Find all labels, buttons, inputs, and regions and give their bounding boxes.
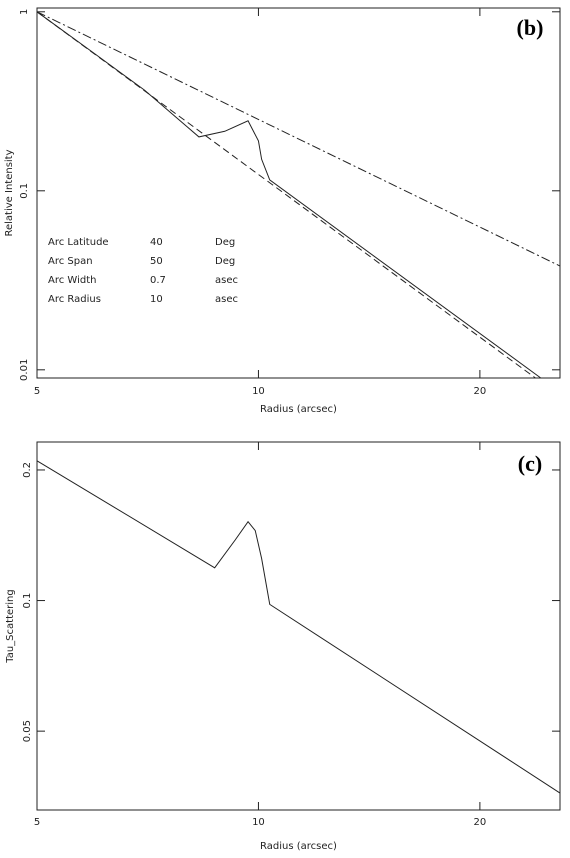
y-axis-title: Relative Intensity bbox=[4, 149, 15, 236]
x-tick-label: 5 bbox=[34, 386, 40, 397]
annotation: 0.7 bbox=[150, 275, 166, 286]
y-tick-label: 0.1 bbox=[22, 593, 33, 609]
y-tick-label: 0.2 bbox=[22, 462, 33, 478]
annotation: Deg bbox=[215, 256, 235, 267]
annotation: asec bbox=[215, 275, 238, 286]
data-line bbox=[36, 11, 536, 379]
y-axis-title: Tau_Scattering bbox=[5, 589, 16, 663]
annotation: Arc Span bbox=[48, 256, 93, 267]
y-tick-label: 0.01 bbox=[19, 359, 30, 381]
x-tick-label: 20 bbox=[474, 386, 487, 397]
annotation: 40 bbox=[150, 237, 163, 248]
panel-label: (b) bbox=[517, 15, 544, 40]
x-tick-label: 10 bbox=[252, 386, 265, 397]
y-tick-label: 0.1 bbox=[19, 183, 30, 199]
plot-frame bbox=[36, 441, 561, 811]
annotation: Deg bbox=[215, 237, 235, 248]
data-line bbox=[36, 460, 561, 794]
annotation: Arc Radius bbox=[48, 294, 101, 305]
y-tick-label: 1 bbox=[19, 9, 30, 15]
y-tick-label: 0.05 bbox=[22, 720, 33, 742]
x-tick-label: 20 bbox=[474, 817, 487, 828]
annotation: 10 bbox=[150, 294, 163, 305]
annotation: Arc Width bbox=[48, 275, 96, 286]
x-axis-title: Radius (arcsec) bbox=[260, 841, 337, 852]
data-line bbox=[36, 11, 561, 267]
plot-frame bbox=[36, 7, 561, 379]
x-tick-label: 5 bbox=[34, 817, 40, 828]
panel-label: (c) bbox=[518, 451, 542, 476]
annotation: 50 bbox=[150, 256, 163, 267]
x-tick-label: 10 bbox=[252, 817, 265, 828]
annotation: asec bbox=[215, 294, 238, 305]
x-axis-title: Radius (arcsec) bbox=[260, 404, 337, 415]
annotation: Arc Latitude bbox=[48, 237, 109, 248]
